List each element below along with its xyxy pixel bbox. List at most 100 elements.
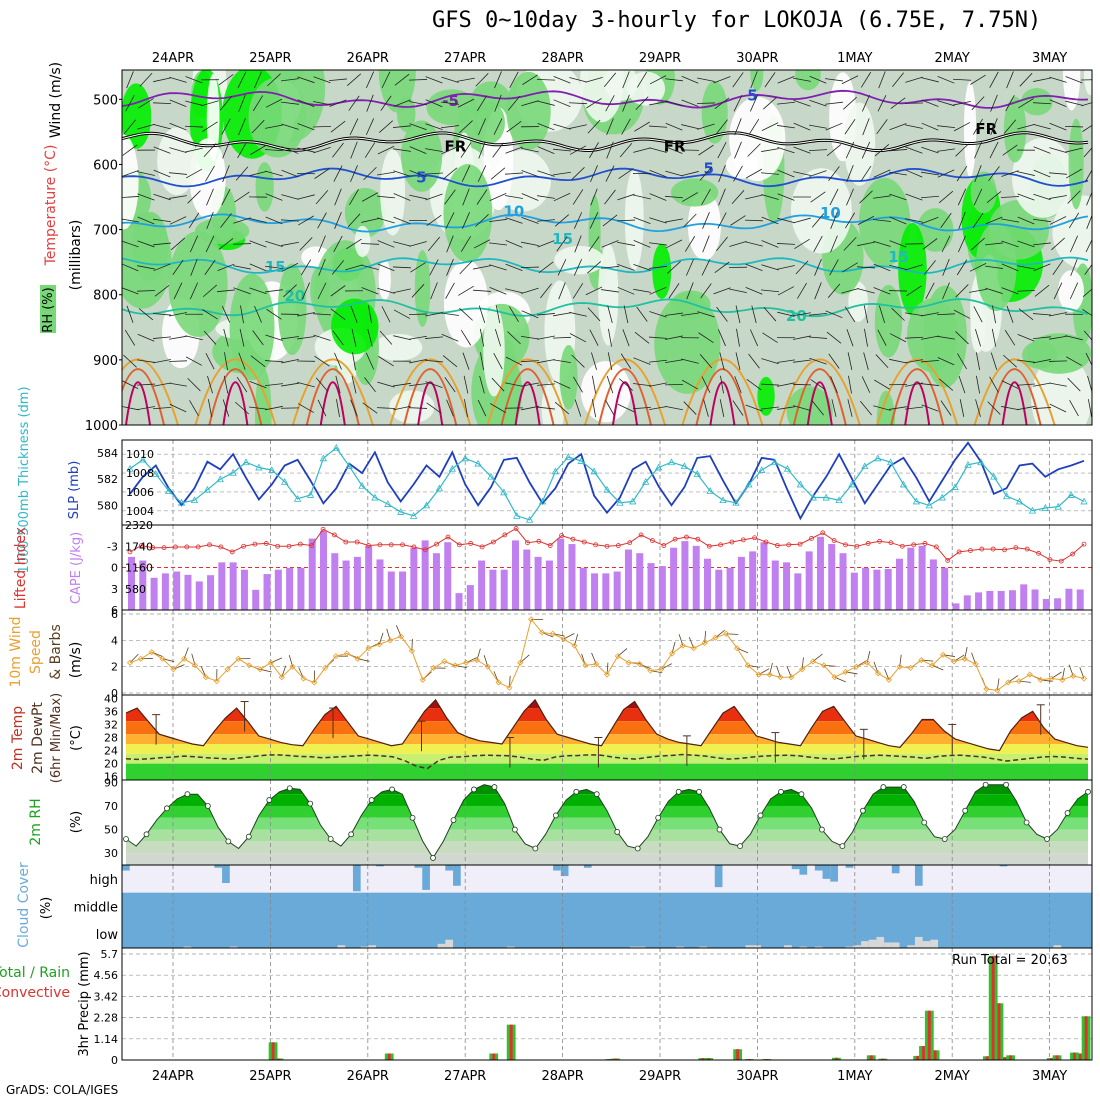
cape-bar [602, 573, 609, 610]
cape-bar [648, 563, 655, 610]
rh-point [431, 855, 436, 860]
cape-bar [286, 568, 293, 610]
y-axis-label: (%) [39, 897, 54, 920]
wind-tick-label: 4 [111, 634, 118, 647]
precip-convective-bar [388, 1053, 391, 1060]
temp-band [122, 764, 1092, 780]
slp-tick-label: 1006 [126, 486, 154, 499]
cape-bar [636, 553, 643, 610]
rh-point [615, 829, 620, 834]
temp2m-panel [122, 695, 1092, 780]
y-axis-label: RH (%) [41, 287, 56, 332]
cloud-mid-low-band [122, 893, 1092, 948]
rh-region [506, 72, 550, 150]
cape-bar [749, 551, 756, 610]
precip-convective-bar [992, 956, 995, 1060]
date-tick-label: 3MAY [1032, 51, 1067, 66]
rh-region [1069, 119, 1084, 210]
cloud-low-gap [923, 941, 931, 948]
rh-point [819, 827, 824, 832]
cloud-high-bar [792, 865, 800, 869]
cape-bar [433, 553, 440, 610]
cape-bar [309, 539, 316, 610]
cape-bar [297, 568, 304, 610]
cape-bar [851, 573, 858, 610]
cape-bar [275, 570, 282, 610]
rh-point [205, 803, 210, 808]
rh-region [249, 77, 307, 157]
cape-bar [919, 546, 926, 610]
cape-bar [907, 548, 914, 610]
rh-point [553, 813, 558, 818]
cape-bar [501, 570, 508, 610]
wind-barb [697, 103, 715, 104]
cloud-high-band [122, 865, 1092, 893]
lifted-index-line [130, 529, 1084, 562]
precip-panel: Run Total = 20.63 [122, 948, 1092, 1060]
rh-region [379, 260, 391, 300]
date-tick-label: 27APR [444, 51, 486, 66]
cloud-low-gap [930, 940, 938, 948]
precip-tick-label: 0 [111, 1054, 118, 1067]
rh-point [901, 785, 906, 790]
cape-bar [546, 561, 553, 610]
temp-tick-label: 24 [104, 745, 118, 758]
pressure-tick-label: 1000 [85, 419, 118, 434]
cape-bar [580, 568, 587, 610]
panel-frame [122, 610, 1092, 695]
y-axis-label: (%) [69, 811, 84, 834]
cloud-panel [122, 865, 1092, 948]
rh-point [471, 787, 476, 792]
rh-point [635, 846, 640, 851]
precip-tick-label: 4.56 [94, 969, 119, 982]
rh-point [308, 801, 313, 806]
cape-bar [241, 570, 248, 610]
rh-point [144, 832, 149, 837]
precip-convective-bar [922, 1046, 925, 1060]
rh-point [246, 834, 251, 839]
isotherm-label: 15 [552, 230, 573, 248]
cloud-low-gap [445, 940, 453, 948]
rh-tick-label: 50 [104, 824, 118, 837]
rh-point [860, 808, 865, 813]
cape-bar [862, 568, 869, 610]
cape-bar [557, 539, 564, 610]
date-tick-label: 28APR [541, 1069, 583, 1084]
rh-region [1084, 55, 1097, 95]
date-tick-label: 25APR [249, 51, 291, 66]
precip-convective-bar [986, 1056, 989, 1060]
isotherm-label: FR [664, 137, 686, 155]
cloud-row-label: high [90, 873, 118, 888]
slp-tick-label: 1010 [126, 448, 154, 461]
rh-point [533, 846, 538, 851]
rh-region [795, 59, 821, 90]
y-axis-label: (millibars) [68, 220, 84, 291]
rh-point [349, 832, 354, 837]
rh-region [654, 293, 720, 393]
y-axis-label: & Barbs [48, 624, 64, 680]
precip-convective-bar [928, 1011, 931, 1060]
precip-convective-bar [1085, 1016, 1088, 1060]
cloud-high-bar [553, 865, 561, 871]
precip-tick-label: 1.14 [94, 1033, 119, 1046]
rh-region [875, 285, 902, 358]
cloud-low-gap [892, 942, 900, 948]
cloud-high-bar [561, 865, 569, 876]
rh-point [390, 787, 395, 792]
precip-convective-bar [1009, 1055, 1012, 1060]
precip-convective-bar [510, 1025, 513, 1060]
rh-point [840, 844, 845, 849]
cape-bar [512, 540, 519, 610]
cape-bar [772, 561, 779, 610]
isotherm-label: FR [975, 120, 997, 138]
rh-region [207, 74, 220, 161]
temp-tick-label: 32 [104, 718, 118, 731]
isotherm-label: 10 [820, 204, 841, 222]
cape-bar [670, 548, 677, 610]
rh-point [1004, 782, 1009, 787]
isotherm-label: FR [445, 137, 467, 155]
rh-point [881, 785, 886, 790]
cloud-high-bar [222, 865, 230, 883]
